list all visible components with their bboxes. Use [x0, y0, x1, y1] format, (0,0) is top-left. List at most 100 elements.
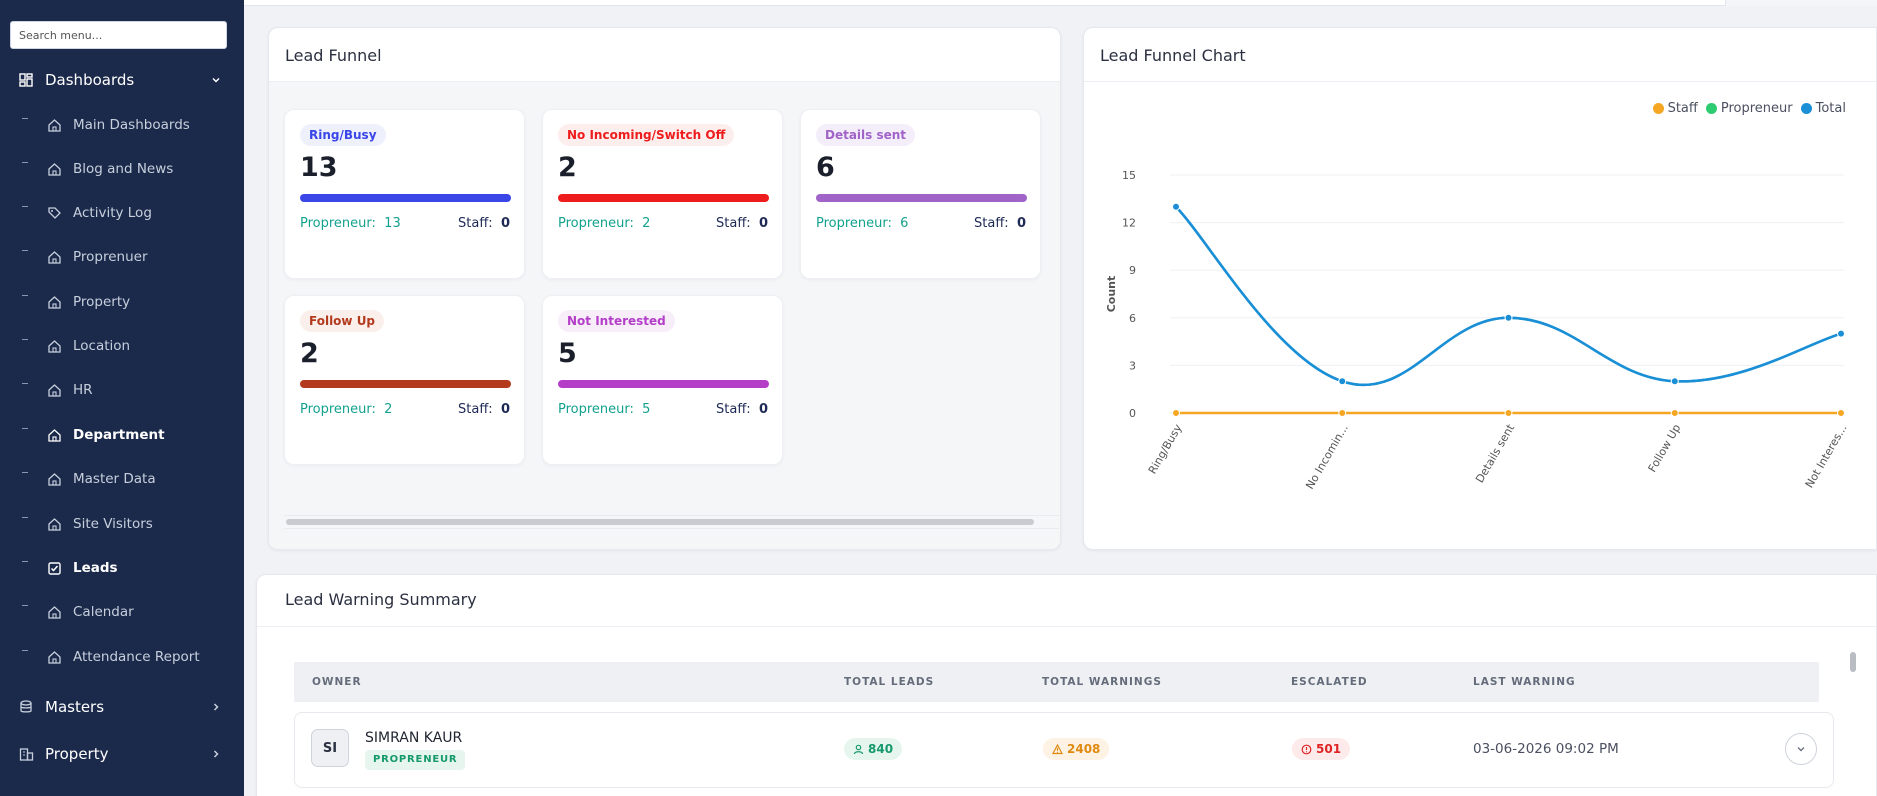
legend-item[interactable]: Staff — [1652, 101, 1698, 116]
nav-group-masters[interactable]: Masters — [0, 687, 244, 727]
lead-funnel-body: Ring/Busy 13 Propreneur: 13 Staff: 0 No Inco… — [269, 82, 1060, 549]
total-warnings-badge: 2408 — [1043, 738, 1110, 760]
data-point — [1338, 409, 1347, 417]
funnel-stage-card[interactable]: Follow Up 2 Propreneur: 2 Staff: 0 — [284, 295, 525, 465]
user-icon — [853, 744, 864, 754]
legend-item[interactable]: Total — [1800, 101, 1846, 116]
horizontal-scroll-track[interactable] — [284, 515, 1059, 529]
sidebar-item-label: Attendance Report — [73, 649, 200, 665]
funnel-stage-card[interactable]: Ring/Busy 13 Propreneur: 13 Staff: 0 — [284, 109, 525, 279]
top-bar-right — [1725, 0, 1877, 6]
tree-dash — [22, 206, 28, 207]
escalated-badge: 501 — [1292, 738, 1351, 760]
propreneur-value: 2 — [384, 402, 393, 417]
sidebar-item-label: HR — [73, 382, 93, 398]
stage-count: 2 — [558, 152, 577, 183]
sidebar-item-attendance-report[interactable]: Attendance Report — [0, 638, 244, 678]
propreneur-value: 5 — [642, 402, 651, 417]
nav-group-property[interactable]: Property — [0, 734, 244, 774]
owner-role-badge: PROPRENEUR — [365, 750, 466, 770]
legend-dot — [1800, 103, 1812, 114]
total-leads-badge: 840 — [844, 738, 903, 760]
sidebar-item-label: Department — [73, 427, 165, 443]
legend-item[interactable]: Propreneur — [1705, 101, 1793, 116]
propreneur-count: Propreneur: 2 — [300, 402, 392, 417]
warning-table-header: OWNER TOTAL LEADS TOTAL WARNINGS ESCALAT… — [294, 662, 1819, 702]
funnel-stage-card[interactable]: Not Interested 5 Propreneur: 5 Staff: 0 — [542, 295, 783, 465]
sidebar-item-blog-and-news[interactable]: Blog and News — [0, 150, 244, 190]
data-point — [1504, 313, 1513, 322]
sidebar-item-label: Property — [73, 294, 131, 310]
vertical-scrollbar[interactable] — [1850, 652, 1856, 672]
x-tick-label: Follow Up — [1646, 422, 1684, 474]
tree-dash — [22, 162, 28, 163]
chart-legend: Staff Propreneur Total — [1652, 101, 1846, 116]
owner-name: SIMRAN KAUR — [365, 730, 463, 746]
stage-count: 5 — [558, 338, 577, 369]
staff-label: Staff: — [716, 216, 751, 231]
y-tick-label: 12 — [1122, 217, 1136, 230]
funnel-stage-card[interactable]: No Incoming/Switch Off 2 Propreneur: 2 Staf… — [542, 109, 783, 279]
column-header-last-warning: LAST WARNING — [1473, 676, 1576, 688]
propreneur-label: Propreneur: — [300, 402, 376, 417]
lead-funnel-chart-panel: Lead Funnel Chart Staff Propreneur Total 0… — [1083, 27, 1877, 550]
staff-label: Staff: — [458, 402, 493, 417]
data-point — [1837, 409, 1845, 417]
sidebar-item-site-visitors[interactable]: Site Visitors — [0, 505, 244, 545]
stage-badge: No Incoming/Switch Off — [558, 124, 735, 146]
sidebar-item-main-dashboards[interactable]: Main Dashboards — [0, 106, 244, 146]
escalated-value: 501 — [1316, 742, 1342, 756]
total-leads-value: 840 — [868, 742, 894, 756]
search-menu-input[interactable] — [10, 21, 227, 49]
sidebar-item-label: Location — [73, 338, 131, 354]
total-warnings-value: 2408 — [1067, 742, 1101, 756]
y-axis-label: Count — [1105, 276, 1118, 313]
sidebar-item-proprenuer[interactable]: Proprenuer — [0, 238, 244, 278]
sidebar-item-label: Calendar — [73, 604, 134, 620]
sidebar-item-department[interactable]: Department — [0, 416, 244, 456]
propreneur-label: Propreneur: — [558, 402, 634, 417]
data-point — [1504, 409, 1513, 417]
staff-count: Staff: 0 — [974, 216, 1026, 231]
sidebar-item-hr[interactable]: HR — [0, 371, 244, 411]
nav-group-label: Dashboards — [45, 71, 135, 89]
sidebar-item-label: Blog and News — [73, 161, 174, 177]
sidebar-item-master-data[interactable]: Master Data — [0, 460, 244, 500]
horizontal-scrollbar[interactable] — [286, 519, 1034, 525]
database-icon — [18, 699, 34, 715]
sidebar-item-activity-log[interactable]: Activity Log — [0, 194, 244, 234]
funnel-stage-card[interactable]: Details sent 6 Propreneur: 6 Staff: 0 — [800, 109, 1041, 279]
sidebar-item-calendar[interactable]: Calendar — [0, 593, 244, 633]
table-row[interactable]: SI SIMRAN KAUR PROPRENEUR 840 2408 501 0… — [294, 712, 1834, 788]
column-header-escalated: ESCALATED — [1291, 676, 1368, 688]
sidebar-item-property[interactable]: Property — [0, 283, 244, 323]
staff-count: Staff: 0 — [458, 402, 510, 417]
home-icon — [47, 339, 62, 354]
alert-circle-icon — [1301, 744, 1312, 754]
series-line-propreneur — [1175, 205, 1842, 387]
propreneur-label: Propreneur: — [816, 216, 892, 231]
home-icon — [47, 162, 62, 177]
x-tick-label: Details sent — [1473, 421, 1517, 485]
data-point — [1172, 409, 1180, 417]
tree-dash — [22, 472, 28, 473]
tree-dash — [22, 339, 28, 340]
legend-dot — [1652, 103, 1664, 114]
checkbox-icon — [47, 561, 62, 576]
sidebar-item-leads[interactable]: Leads — [0, 549, 244, 589]
home-icon — [47, 428, 62, 443]
staff-count: Staff: 0 — [458, 216, 510, 231]
stage-badge: Details sent — [816, 124, 916, 146]
sidebar-item-label: Main Dashboards — [73, 117, 190, 133]
sidebar-item-location[interactable]: Location — [0, 327, 244, 367]
home-icon — [47, 605, 62, 620]
tree-dash — [22, 428, 28, 429]
propreneur-value: 13 — [384, 216, 401, 231]
expand-row-button[interactable] — [1785, 733, 1817, 765]
tag-icon — [47, 206, 62, 221]
x-tick-label: Ring/Busy — [1146, 422, 1185, 477]
home-icon — [47, 472, 62, 487]
divider — [269, 81, 1060, 82]
nav-group-dashboards[interactable]: Dashboards — [0, 60, 244, 100]
home-icon — [47, 295, 62, 310]
